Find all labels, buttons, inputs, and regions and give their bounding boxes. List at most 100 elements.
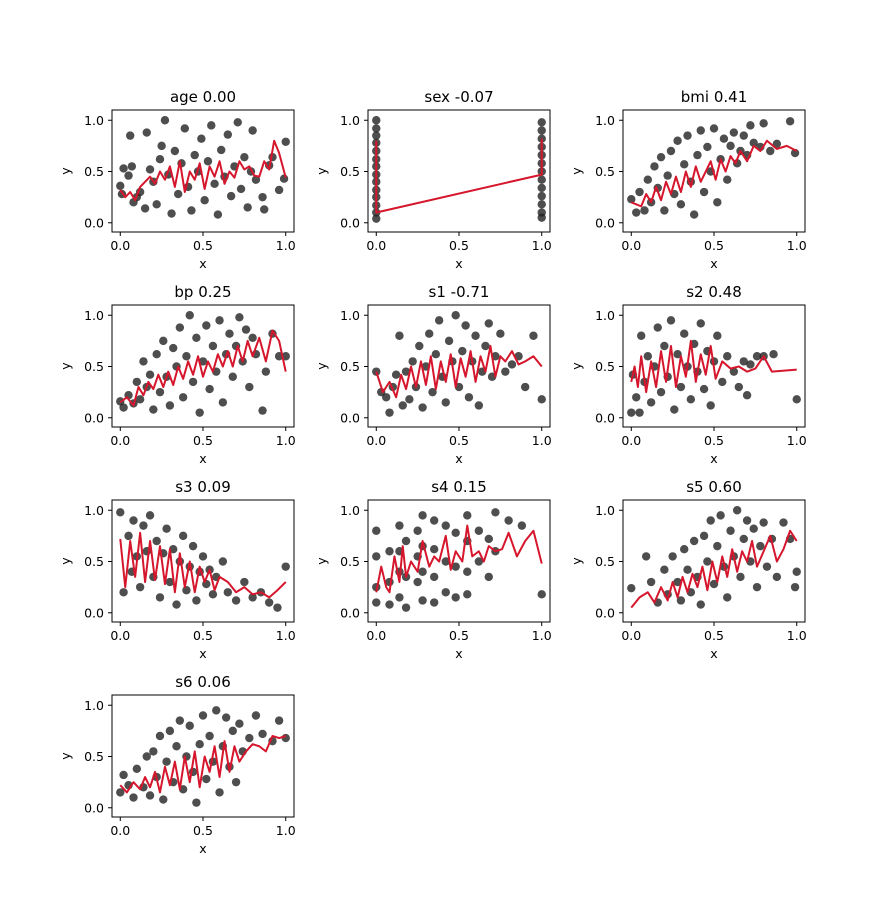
y-tick-label: 0.0 <box>340 215 360 230</box>
scatter-point <box>274 185 284 195</box>
scatter-point <box>413 577 422 587</box>
subplot-1: 0.0 0.5 1.0 0.0 0.5 1.0 sex -0.07 x y <box>314 88 552 271</box>
scatter-point <box>187 206 196 215</box>
scatter-point <box>205 731 214 741</box>
scatter-point <box>188 541 198 551</box>
y-axis-label: y <box>58 167 73 175</box>
scatter-point <box>666 146 676 156</box>
scatter-point <box>635 408 644 417</box>
scatter-point <box>680 329 689 338</box>
series-line <box>375 345 543 399</box>
x-tick-label: 1.0 <box>787 433 807 448</box>
x-axis-label: x <box>199 256 206 271</box>
plot-area <box>116 706 290 807</box>
scatter-point <box>537 126 546 135</box>
scatter-point <box>207 121 216 130</box>
subplot-6: 0.0 0.5 1.0 0.0 0.5 1.0 s3 0.09 x y <box>58 478 296 661</box>
scatter-point <box>258 729 267 739</box>
scatter-point <box>676 200 686 209</box>
subplot-title: s6 0.06 <box>175 673 231 691</box>
x-tick-label: 0.0 <box>110 628 130 643</box>
scatter-point <box>746 121 755 130</box>
x-tick-label: 1.0 <box>276 433 296 448</box>
scatter-point <box>785 117 795 126</box>
plot-area <box>116 311 290 417</box>
scatter-point <box>221 713 231 722</box>
y-tick-label: 0.0 <box>84 800 104 815</box>
scatter-point <box>752 352 762 361</box>
x-axis-label: x <box>199 841 206 856</box>
scatter-point <box>198 711 208 720</box>
x-axis-label: x <box>455 256 462 271</box>
scatter-point <box>385 600 394 609</box>
scatter-point <box>434 316 444 325</box>
scatter-point <box>215 316 224 325</box>
scatter-point <box>529 331 538 340</box>
scatter-point <box>240 577 249 587</box>
scatter-point <box>185 721 194 730</box>
scatter-point <box>428 387 437 397</box>
scatter-point <box>155 155 165 164</box>
scatter-point <box>699 187 709 197</box>
subplot-4: 0.0 0.5 1.0 0.0 0.5 1.0 s1 -0.71 x y <box>314 283 552 466</box>
scatter-point <box>673 577 682 587</box>
scatter-point <box>273 603 282 612</box>
y-axis-label: y <box>314 557 329 565</box>
x-tick-label: 0.5 <box>704 238 724 253</box>
scatter-point <box>145 165 155 174</box>
scatter-point <box>441 557 450 566</box>
scatter-point <box>170 146 180 156</box>
scatter-point <box>484 534 493 544</box>
scatter-point <box>169 343 178 353</box>
scatter-point <box>635 187 644 197</box>
scatter-point <box>713 331 722 340</box>
subplot-title: s2 0.48 <box>686 283 742 301</box>
x-axis-label: x <box>710 451 717 466</box>
scatter-point <box>627 583 636 593</box>
y-axis-label: y <box>569 557 584 565</box>
scatter-point <box>281 733 290 743</box>
scatter-point <box>124 171 133 180</box>
scatter-point <box>212 706 221 715</box>
scatter-point <box>395 521 404 530</box>
scatter-point <box>441 398 450 407</box>
scatter-point <box>231 596 241 605</box>
scatter-point <box>756 541 765 551</box>
scatter-point <box>650 162 659 171</box>
scatter-point <box>172 600 181 609</box>
scatter-point <box>461 321 470 330</box>
scatter-point <box>203 157 213 166</box>
scatter-point <box>152 200 161 209</box>
series-line <box>119 329 287 407</box>
scatter-point <box>173 189 183 199</box>
y-tick-label: 0.5 <box>84 359 104 374</box>
scatter-point <box>240 152 249 162</box>
scatter-point <box>699 384 709 394</box>
subplot-title: age 0.00 <box>170 88 236 106</box>
scatter-point <box>418 511 427 520</box>
scatter-point <box>640 206 649 215</box>
scatter-point <box>155 593 165 602</box>
scatter-point <box>251 175 261 184</box>
scatter-point <box>709 579 719 589</box>
x-tick-label: 0.0 <box>110 238 130 253</box>
scatter-point <box>732 506 742 515</box>
scatter-point <box>245 733 254 743</box>
scatter-point <box>142 752 151 761</box>
scatter-point <box>723 593 732 602</box>
scatter-point <box>451 562 460 571</box>
scatter-point <box>178 531 188 541</box>
scatter-point <box>372 124 381 133</box>
scatter-point <box>734 382 744 392</box>
scatter-point <box>226 191 236 201</box>
scatter-point <box>202 774 211 784</box>
scatter-point <box>718 377 727 387</box>
scatter-point <box>195 740 204 749</box>
series-line <box>119 139 287 202</box>
scatter-point <box>119 588 128 597</box>
subplot-title: s5 0.60 <box>686 478 742 496</box>
scatter-point <box>507 360 517 369</box>
y-tick-label: 0.0 <box>595 410 615 425</box>
scatter-point <box>729 367 739 376</box>
scatter-point <box>418 567 427 576</box>
